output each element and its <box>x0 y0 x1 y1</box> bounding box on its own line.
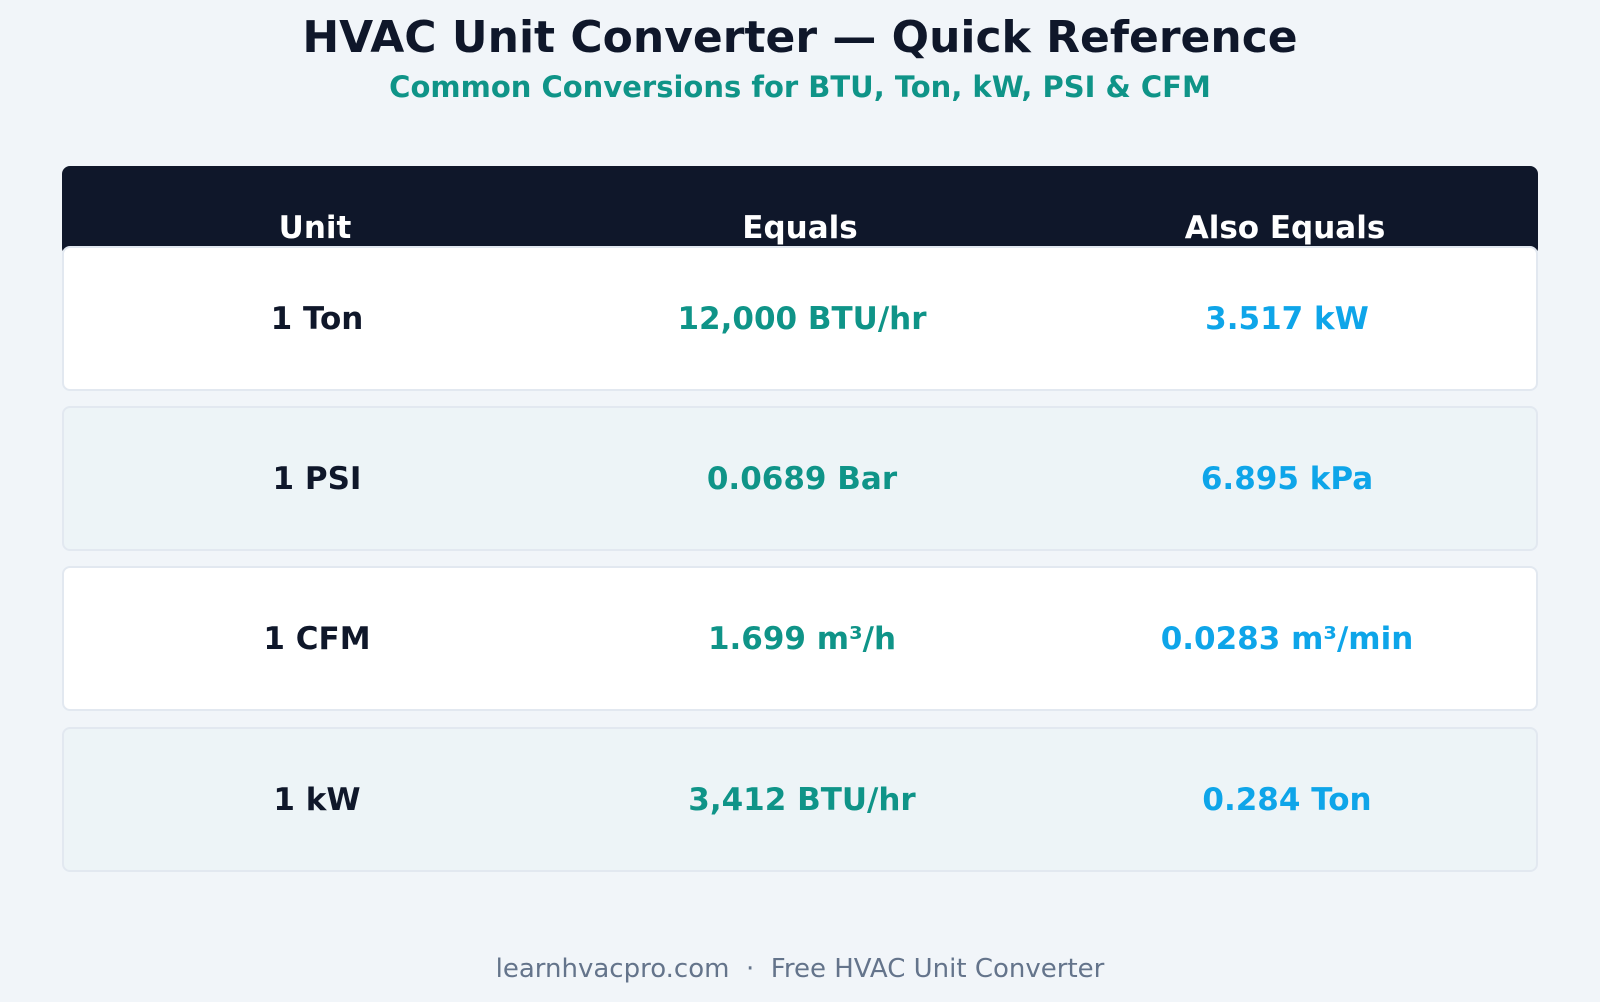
table-cell: 0.0283 m³/min <box>1160 620 1414 657</box>
table-cell: 0.284 Ton <box>1202 781 1372 818</box>
table-cell: 6.895 kPa <box>1200 460 1374 497</box>
table-cell: 1 kW <box>273 781 361 818</box>
table-cell: 3.517 kW <box>1205 300 1369 337</box>
column-header: Also Equals <box>1184 210 1386 246</box>
table-cell: 1 Ton <box>270 300 364 337</box>
table-cell: 1 CFM <box>263 620 371 657</box>
table-cell: 1 PSI <box>272 460 362 497</box>
table-cell: 0.0689 Bar <box>706 460 898 497</box>
table-header: Unit Equals Also Equals <box>62 166 1538 256</box>
table-row: 1 PSI 0.0689 Bar 6.895 kPa <box>62 406 1538 551</box>
title: HVAC Unit Converter — Quick Reference <box>302 12 1298 63</box>
subtitle: Common Conversions for BTU, Ton, kW, PSI… <box>389 70 1211 104</box>
column-header: Unit <box>278 210 352 246</box>
table-row: 1 Ton 12,000 BTU/hr 3.517 kW <box>62 246 1538 391</box>
footer: learnhvacpro.com · Free HVAC Unit Conver… <box>495 954 1105 984</box>
table-cell: 3,412 BTU/hr <box>688 781 916 818</box>
table-cell: 12,000 BTU/hr <box>677 300 927 337</box>
table-cell: 1.699 m³/h <box>707 620 897 657</box>
column-header: Equals <box>742 210 858 246</box>
table-row: 1 kW 3,412 BTU/hr 0.284 Ton <box>62 727 1538 872</box>
table-row: 1 CFM 1.699 m³/h 0.0283 m³/min <box>62 566 1538 711</box>
